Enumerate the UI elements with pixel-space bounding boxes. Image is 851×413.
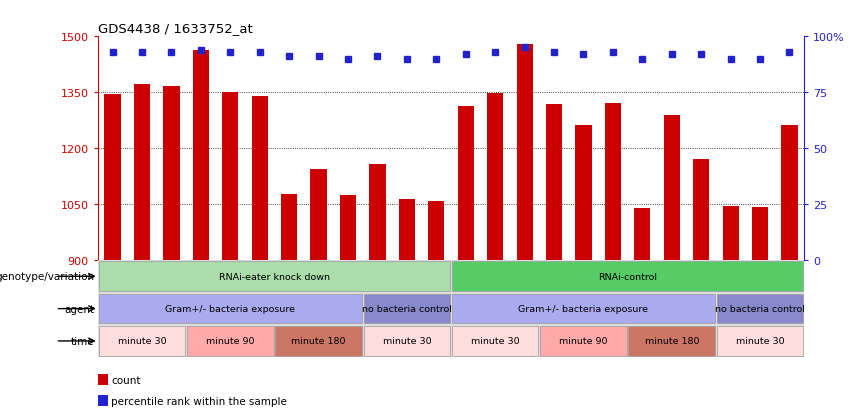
Bar (363, 326, 450, 356)
Bar (452, 262, 803, 292)
Bar (399, 200, 415, 261)
Bar (363, 294, 450, 324)
Bar (458, 107, 474, 261)
Text: minute 30: minute 30 (383, 337, 431, 346)
Bar (105, 95, 121, 261)
Bar (252, 97, 268, 261)
Text: minute 180: minute 180 (291, 337, 346, 346)
Text: minute 30: minute 30 (736, 337, 785, 346)
Bar (99, 294, 362, 324)
Bar (487, 94, 503, 261)
Bar (752, 208, 768, 261)
Text: no bacteria control: no bacteria control (715, 304, 805, 313)
Bar (193, 51, 209, 261)
Bar (187, 326, 273, 356)
Text: minute 90: minute 90 (206, 337, 254, 346)
Bar (311, 170, 327, 261)
Bar (452, 326, 539, 356)
Bar (134, 85, 150, 261)
Bar (546, 105, 563, 261)
Text: minute 30: minute 30 (117, 337, 166, 346)
Bar (99, 326, 186, 356)
Bar (629, 326, 715, 356)
Bar (517, 45, 533, 261)
Text: RNAi-control: RNAi-control (598, 272, 657, 281)
Text: minute 90: minute 90 (559, 337, 608, 346)
Bar (222, 93, 238, 261)
Bar (163, 86, 180, 261)
Bar (605, 103, 621, 261)
Text: no bacteria control: no bacteria control (362, 304, 452, 313)
Text: minute 30: minute 30 (471, 337, 519, 346)
Bar (575, 126, 591, 261)
Text: Gram+/- bacteria exposure: Gram+/- bacteria exposure (165, 304, 295, 313)
Text: genotype/variation: genotype/variation (0, 272, 94, 282)
Bar (717, 294, 803, 324)
Text: agent: agent (64, 304, 94, 314)
Bar (276, 326, 362, 356)
Bar (722, 207, 739, 261)
Bar (540, 326, 626, 356)
Bar (99, 262, 450, 292)
Bar (664, 116, 680, 261)
Text: GDS4438 / 1633752_at: GDS4438 / 1633752_at (98, 21, 253, 35)
Text: percentile rank within the sample: percentile rank within the sample (111, 396, 288, 406)
Text: minute 180: minute 180 (644, 337, 699, 346)
Bar (452, 294, 715, 324)
Bar (428, 202, 444, 261)
Bar (281, 194, 297, 261)
Bar (717, 326, 803, 356)
Bar (693, 159, 709, 261)
Bar (340, 195, 356, 261)
Text: RNAi-eater knock down: RNAi-eater knock down (219, 272, 330, 281)
Text: count: count (111, 375, 141, 385)
Bar (369, 165, 386, 261)
Text: time: time (71, 336, 94, 346)
Bar (781, 126, 797, 261)
Bar (634, 209, 650, 261)
Text: Gram+/- bacteria exposure: Gram+/- bacteria exposure (518, 304, 648, 313)
